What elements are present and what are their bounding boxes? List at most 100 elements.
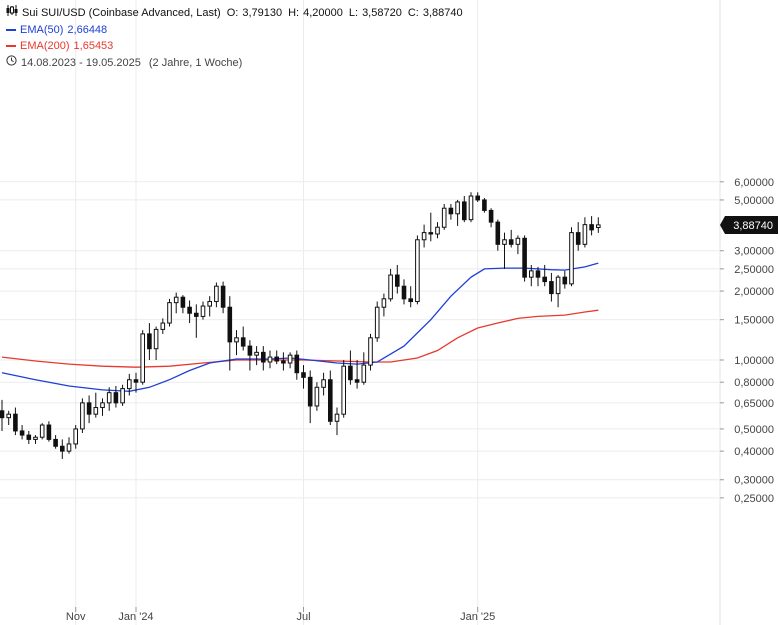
clock-icon [6,54,17,72]
candle-body [66,443,72,452]
candle-body [147,333,152,350]
low-value: 3,58720 [362,7,402,19]
candle-body [475,195,480,201]
legend-ema200[interactable]: EMA(200) 1,65453 [6,38,467,55]
candle [80,398,85,433]
ema50-path [1,262,599,392]
candle-body [100,402,105,409]
candle-body [140,333,145,383]
candle-body [207,301,212,307]
candle-body [562,276,568,285]
candle-body [187,306,192,314]
y-tick-label: 0,50000 [734,424,774,436]
date-range-span: (2 Jahre, 1 Woche) [148,56,243,69]
candle [86,395,92,424]
candle [475,192,480,202]
candle [374,301,380,342]
price-axis[interactable]: 6,00000 5,00000 3,00000 2,50000 2,00000 1,500… [720,177,774,505]
candle [502,232,507,269]
ema200-swatch [6,45,16,48]
candle [314,382,320,411]
candle-body [395,274,400,287]
candle-body [569,232,574,285]
candle-body [515,237,521,245]
candle-body [180,296,186,308]
candle [173,292,179,314]
candle [575,222,581,251]
candle [287,352,293,369]
candle-body [508,239,514,245]
candle [388,268,393,302]
candle-body [334,413,340,422]
candle-body [354,379,360,383]
candle-body [421,232,427,241]
candle [261,346,266,371]
candle [488,208,494,228]
candle [341,360,346,418]
candlestick-series [0,192,601,459]
candle-body [6,413,11,419]
candle-body [341,365,346,415]
candle [281,352,286,371]
candle [247,340,253,371]
candle [301,365,306,389]
candle-type-icon [6,5,18,22]
candle-body [582,224,588,245]
legend-title-row: Sui SUI/USD (Coinbase Advanced, Last) O:… [6,5,467,22]
y-tick-label: 2,00000 [734,286,774,298]
candle [294,350,300,380]
candle [13,407,18,436]
candle [140,330,145,385]
low-label: L: [348,7,359,19]
candle [6,410,11,426]
candle-body [261,351,266,363]
candle [307,370,313,424]
candle-body [441,207,447,228]
x-tick-label: Nov [66,611,86,623]
candle [0,399,5,431]
candle-body [401,285,407,300]
y-tick-label: 0,40000 [734,446,774,458]
candle [200,301,206,320]
candle-body [328,379,333,422]
candle-body [106,392,112,404]
candle [589,216,594,236]
candle-body [173,296,179,304]
candle-body [19,430,25,436]
candle [495,219,501,251]
candle-body [502,239,507,245]
candle [596,217,601,233]
candle [435,222,440,239]
candle [582,217,588,248]
candle [26,430,32,444]
candle [187,300,192,324]
candle [60,439,65,459]
y-tick-label: 6,00000 [734,177,774,189]
candle-body [435,226,440,235]
candle-body [482,199,487,211]
candle-body [549,281,554,295]
candle-body [361,364,367,383]
candle-body [53,438,58,447]
candle [73,425,79,449]
candle-body [287,354,293,364]
candle [120,384,125,406]
candle [207,296,212,317]
y-tick-label: 1,00000 [734,355,774,367]
candle-body [120,388,125,404]
candle-body [274,356,279,362]
candle-body [26,434,32,440]
candle-body [281,360,286,364]
candle-body [535,270,541,278]
candle [348,350,353,385]
ema50-label: EMA(50) [20,23,64,36]
candle [334,407,340,436]
time-axis[interactable]: Nov Jan '24 Jul Jan '25 [66,607,495,623]
legend-ema50[interactable]: EMA(50) 2,66448 [6,22,467,39]
candle-body [294,354,300,374]
candle-body [348,365,353,381]
high-value: 4,20000 [303,7,343,19]
x-tick-label: Jan '24 [118,611,153,623]
candle [180,295,186,314]
